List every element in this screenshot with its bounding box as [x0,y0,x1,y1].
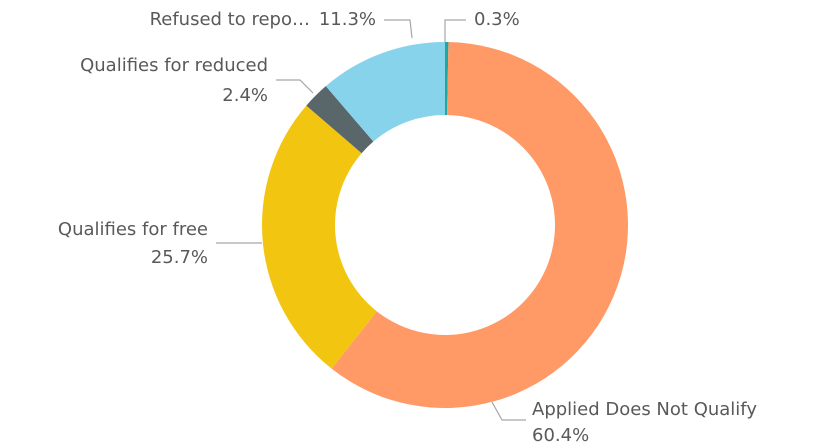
donut-segment [261,105,377,369]
value-label: 25.7% [151,247,208,268]
slice-label: Qualifies for free [58,219,208,240]
value-label: 0.3% [474,9,520,30]
leader-line [276,79,314,94]
slice-label: Refused to repo… [150,9,310,30]
value-label: 11.3% [319,9,376,30]
slice-label: Qualifies for reduced [80,55,268,76]
donut-segment [306,86,374,154]
donut-segment [325,42,445,142]
leader-line [491,401,526,421]
donut-segment [331,42,628,409]
leader-line [444,19,466,42]
slice-label: Applied Does Not Qualify [532,399,757,420]
value-label: 2.4% [222,85,268,106]
value-label: 60.4% [532,425,589,446]
leader-line [384,19,413,39]
donut-segment [445,42,449,116]
